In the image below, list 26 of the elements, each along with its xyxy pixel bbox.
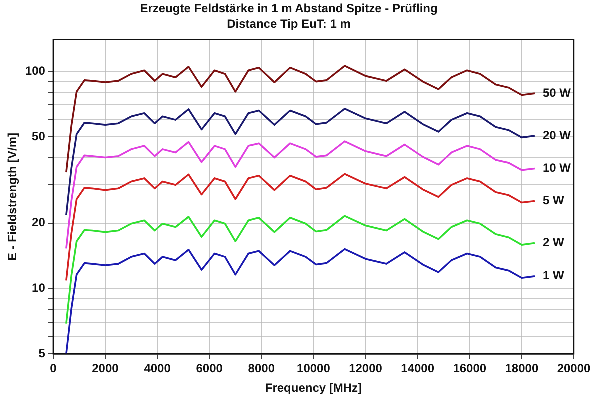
series-label: 2 W [542, 236, 565, 250]
x-tick-label: 6000 [196, 362, 224, 376]
x-tick-label: 12000 [349, 362, 383, 376]
y-tick-label: 100 [25, 64, 46, 78]
x-tick-label: 4000 [144, 362, 172, 376]
x-tick-label: 10000 [297, 362, 331, 376]
y-tick-label: 20 [32, 216, 46, 230]
x-tick-label: 20000 [557, 362, 592, 376]
x-tick-label: 8000 [248, 362, 276, 376]
x-tick-label: 16000 [453, 362, 487, 376]
series-label: 10 W [542, 161, 572, 176]
x-tick-label: 0 [50, 362, 58, 376]
chart-title: Erzeugte Feldstärke in 1 m Abstand Spitze - Prüfling [140, 2, 438, 16]
series-label: 20 W [542, 128, 572, 142]
y-axis-title: E - Fieldstrength [V/m] [6, 132, 20, 262]
y-tick-label: 5 [38, 346, 46, 361]
y-tick-label: 10 [32, 281, 46, 296]
x-tick-label: 14000 [401, 362, 435, 376]
x-axis-title: Frequency [MHz] [265, 381, 362, 396]
chart-subtitle: Distance Tip EuT: 1 m [227, 16, 351, 31]
y-tick-label: 50 [32, 129, 46, 144]
x-tick-label: 18000 [505, 362, 539, 376]
x-tick-label: 2000 [92, 362, 120, 376]
series-label: 1 W [542, 268, 565, 283]
series-label: 50 W [542, 86, 572, 100]
series-label: 5 W [542, 194, 565, 208]
